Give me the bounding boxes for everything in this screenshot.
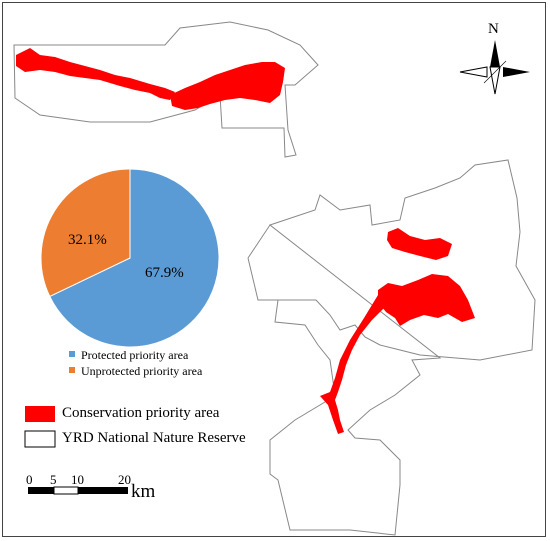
priority-area-north-east — [170, 62, 285, 110]
scale-tick-0: 0 — [26, 472, 33, 487]
pie-legend-unprotected-label: Unprotected priority area — [81, 364, 203, 378]
priority-area-north-west — [16, 48, 175, 100]
priority-area-south-tail — [320, 295, 384, 434]
scale-tick-5: 5 — [50, 472, 57, 487]
legend-priority-swatch — [25, 406, 55, 422]
priority-area-south-main — [378, 274, 475, 326]
reserve-outline-south — [268, 159, 536, 536]
reserve-outline-north — [13, 21, 319, 158]
legend-priority-label: Conservation priority area — [62, 405, 220, 421]
pie-label-unprotected: 32.1% — [68, 232, 107, 248]
priority-area-south-upper — [387, 228, 452, 260]
scale-tick-20: 20 — [118, 472, 131, 487]
legend-reserve-label: YRD National Nature Reserve — [62, 430, 246, 446]
pie-legend-protected-label: Protected priority area — [81, 348, 189, 362]
pie-legend-unprotected-swatch — [69, 367, 75, 373]
pie-slice-protected — [49, 168, 220, 348]
scale-tick-10: 10 — [71, 472, 84, 487]
north-arrow-icon — [459, 40, 530, 95]
scale-bar — [28, 486, 128, 495]
scale-unit: km — [131, 481, 156, 502]
legend-reserve-swatch — [24, 430, 56, 448]
pie-chart — [40, 168, 220, 348]
pie-legend-protected-swatch — [69, 351, 75, 357]
north-label: N — [488, 21, 499, 37]
pie-label-protected: 67.9% — [145, 265, 184, 281]
pie-slice-unprotected — [40, 168, 131, 298]
reserve-outline-south-inner — [247, 224, 278, 301]
